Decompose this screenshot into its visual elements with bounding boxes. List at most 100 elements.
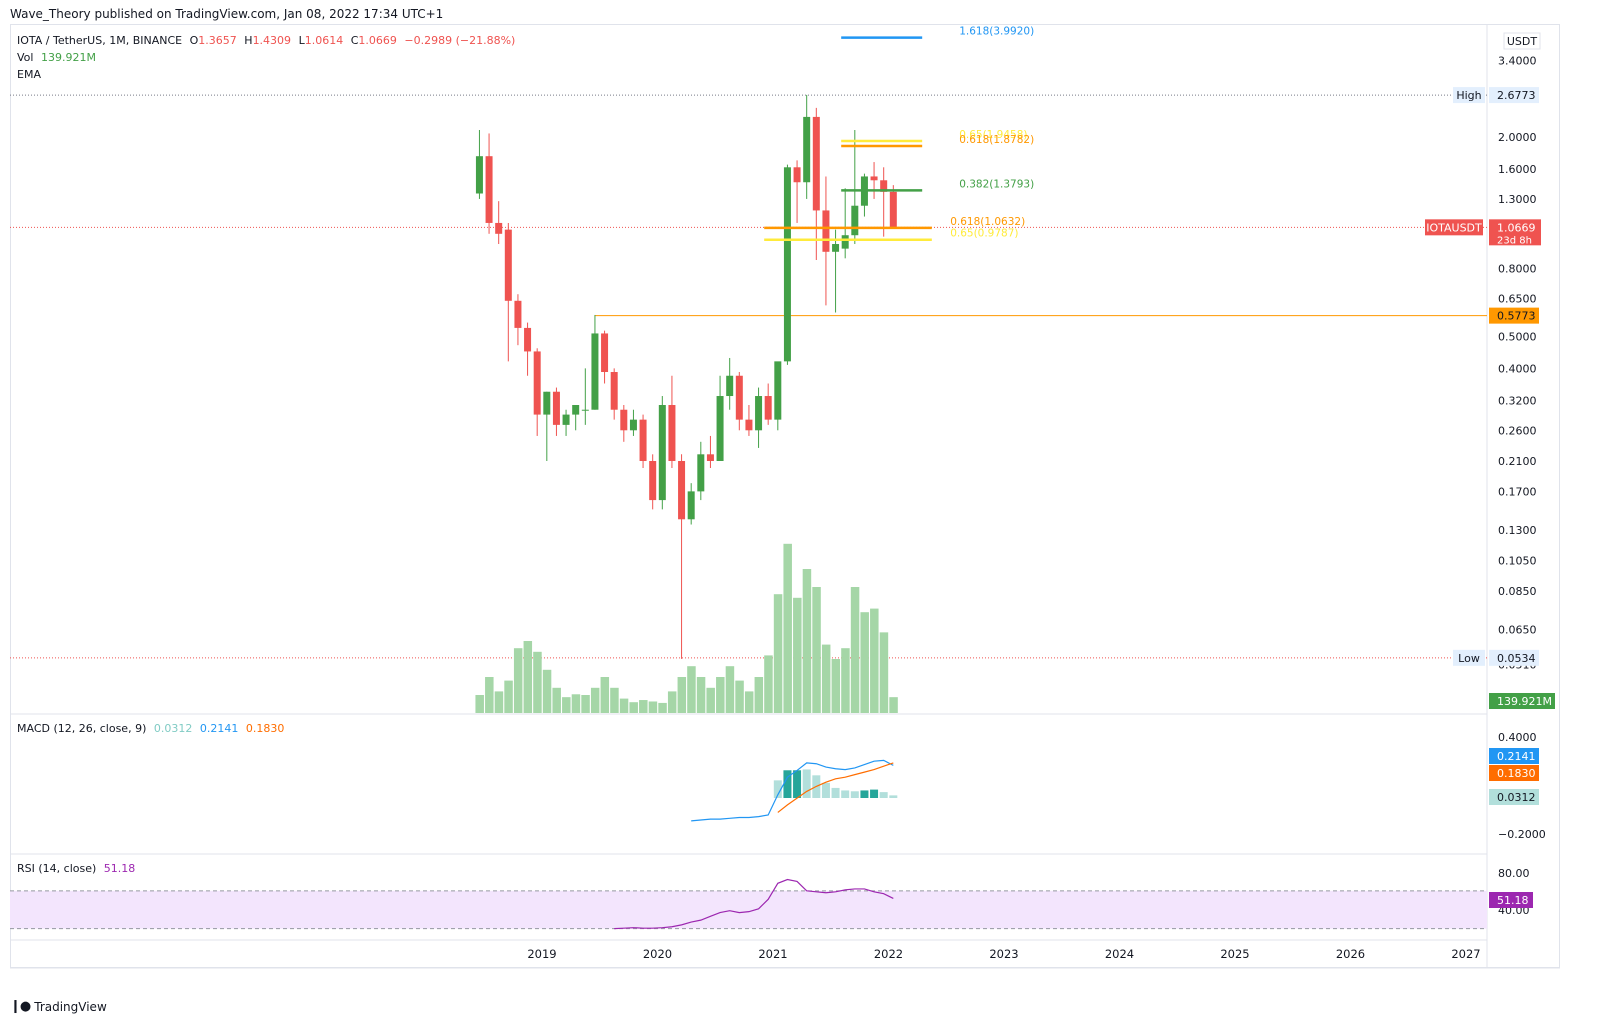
symbol-tag-label: IOTAUSDT	[1426, 221, 1482, 234]
volume-bar	[533, 651, 542, 713]
macd-line-value: 0.2141	[199, 722, 239, 735]
volume-bar	[870, 608, 879, 713]
volume-bar	[504, 680, 513, 713]
volume-bar	[889, 697, 898, 713]
volume-bar	[619, 698, 629, 713]
candle-body	[832, 244, 840, 252]
close-label: C	[350, 34, 359, 47]
open-value: 1.3657	[198, 34, 237, 47]
volume-bar	[677, 677, 687, 713]
macd-signal-label: 0.1830	[1497, 767, 1536, 780]
macd-histogram-bar	[850, 791, 859, 798]
volume-value-label: 139.921M	[1497, 695, 1552, 708]
candle-body	[543, 391, 551, 415]
high-price-label: 2.6773	[1497, 89, 1536, 102]
macd-histogram-bar	[879, 792, 888, 798]
volume-bar	[812, 587, 821, 713]
macd-histogram-bar	[889, 795, 898, 798]
time-tick-label: 2019	[527, 947, 556, 961]
volume-bar	[831, 659, 841, 713]
candle-body	[716, 396, 724, 461]
low-price-box	[1489, 649, 1539, 666]
candle-body	[514, 300, 522, 328]
low-value: 1.0614	[304, 34, 344, 47]
volume-bar	[716, 677, 725, 713]
rsi-value-label: 51.18	[1497, 894, 1529, 907]
volume-bar	[744, 691, 754, 713]
candle-body	[793, 167, 801, 183]
macd-hist-box	[1489, 789, 1539, 805]
price-tick-label: 3.4000	[1498, 55, 1537, 68]
volume-bar	[667, 691, 677, 713]
candle-body	[524, 327, 532, 352]
macd-histogram-bar	[860, 790, 869, 798]
candle-body	[678, 461, 686, 520]
candle-body	[851, 205, 859, 236]
volume-bar	[850, 587, 860, 713]
price-tick-label: 1.6000	[1498, 163, 1537, 176]
unit-tag-box	[1503, 32, 1541, 50]
volume-bar	[735, 680, 744, 713]
volume-bar	[494, 691, 504, 713]
volume-bar	[802, 569, 812, 713]
price-tick-label: 0.4000	[1498, 362, 1537, 375]
volume-bar	[542, 669, 552, 713]
time-tick-label: 2023	[989, 947, 1018, 961]
rsi-value-box	[1489, 892, 1533, 908]
fib-label: 1.618(3.9920)	[959, 26, 1034, 38]
volume-bar	[860, 612, 869, 713]
rsi-tick-label: 80.00	[1498, 867, 1530, 880]
candle-body	[726, 375, 734, 397]
price-tick-label: 2.0000	[1498, 131, 1537, 144]
volume-bar	[793, 597, 802, 713]
volume-bar	[513, 648, 523, 713]
volume-bar	[475, 695, 484, 713]
candle-body	[639, 419, 647, 461]
volume-bar	[754, 677, 764, 713]
candle-body	[601, 333, 609, 373]
last-price-box	[1489, 219, 1541, 246]
volume-bar	[639, 700, 648, 713]
time-tick-label: 2024	[1105, 947, 1134, 961]
candle-body	[870, 176, 878, 181]
volume-bar	[879, 632, 889, 713]
tradingview-logo[interactable]: ❙● TradingView	[10, 999, 107, 1014]
candle-body	[552, 391, 560, 425]
low-tag-box	[1453, 649, 1485, 666]
price-tick-label: 0.1050	[1498, 555, 1537, 568]
price-tick-label: 0.0650	[1498, 624, 1537, 637]
low-label: L	[298, 34, 305, 47]
high-tag-box	[1453, 87, 1485, 104]
price-tick-label: 0.2600	[1498, 424, 1537, 437]
candle-body	[533, 351, 541, 415]
volume-bar	[571, 694, 581, 713]
candle-body	[495, 222, 503, 234]
volume-bar	[610, 687, 619, 713]
macd-tick-label: 0.4000	[1498, 731, 1537, 744]
macd-signal-value: 0.1830	[245, 722, 285, 735]
macd-histogram-bar	[841, 790, 850, 798]
symbol-label: IOTA / TetherUS, 1M, BINANCE	[17, 34, 183, 47]
rsi-label: RSI (14, close)	[17, 862, 97, 875]
fib-label: 0.65(1.9458)	[959, 129, 1027, 141]
macd-histogram-bar	[773, 780, 782, 798]
main-legend: IOTA / TetherUS, 1M, BINANCE O1.3657 H1.…	[17, 34, 519, 47]
candle-body	[572, 405, 580, 415]
tradingview-mark-icon: ❙●	[10, 999, 31, 1014]
candle-body	[475, 156, 483, 194]
candle-body	[803, 116, 811, 183]
fib-label: 0.618(1.0632)	[950, 216, 1025, 228]
macd-legend: MACD (12, 26, close, 9) 0.0312 0.2141 0.…	[17, 722, 288, 735]
price-tick-label: 1.3000	[1498, 193, 1537, 206]
volume-bar	[590, 687, 600, 713]
candle-body	[620, 409, 628, 431]
symbol-tag-box	[1425, 219, 1483, 236]
volume-bar	[764, 655, 773, 713]
macd-histogram-bar	[802, 769, 811, 798]
tradingview-logo-text: TradingView	[34, 999, 107, 1014]
volume-bar	[600, 677, 610, 713]
rsi-band	[10, 890, 1487, 929]
time-tick-label: 2025	[1220, 947, 1249, 961]
publish-line: Wave_Theory published on TradingView.com…	[10, 7, 444, 21]
